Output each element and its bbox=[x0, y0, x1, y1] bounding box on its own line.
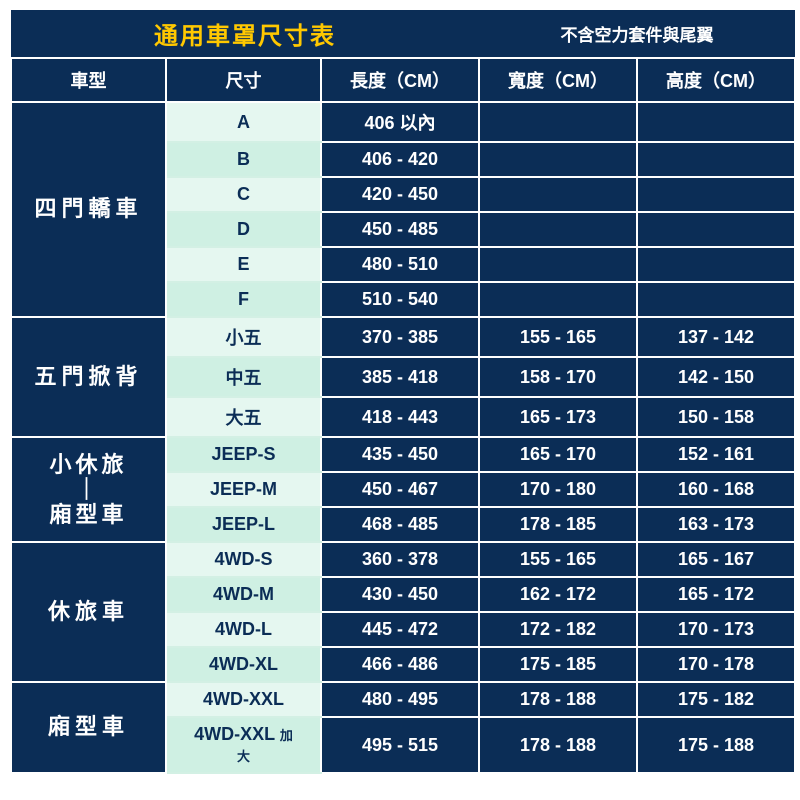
value-cell: 178 - 185 bbox=[479, 507, 637, 542]
value-cell bbox=[637, 102, 795, 142]
value-cell: 165 - 173 bbox=[479, 397, 637, 437]
value-cell bbox=[479, 247, 637, 282]
size-cell: B bbox=[166, 142, 321, 177]
size-cell: JEEP-S bbox=[166, 437, 321, 472]
size-cell: 4WD-XL bbox=[166, 647, 321, 682]
size-cell: C bbox=[166, 177, 321, 212]
table-note: 不含空力套件與尾翼 bbox=[479, 10, 795, 58]
value-cell: 155 - 165 bbox=[479, 317, 637, 357]
value-cell: 175 - 182 bbox=[637, 682, 795, 717]
value-cell bbox=[637, 212, 795, 247]
value-cell: 360 - 378 bbox=[321, 542, 479, 577]
value-cell: 385 - 418 bbox=[321, 357, 479, 397]
value-cell: 150 - 158 bbox=[637, 397, 795, 437]
size-cell: 4WD-XXL 加大 bbox=[166, 717, 321, 773]
size-cell: 4WD-S bbox=[166, 542, 321, 577]
category-cell: 休旅車 bbox=[11, 542, 166, 682]
col-header-2: 長度（CM） bbox=[321, 58, 479, 102]
size-cell: D bbox=[166, 212, 321, 247]
value-cell: 152 - 161 bbox=[637, 437, 795, 472]
value-cell: 163 - 173 bbox=[637, 507, 795, 542]
value-cell: 170 - 180 bbox=[479, 472, 637, 507]
value-cell: 495 - 515 bbox=[321, 717, 479, 773]
value-cell: 175 - 185 bbox=[479, 647, 637, 682]
size-chart: 通用車罩尺寸表 不含空力套件與尾翼車型尺寸長度（CM）寬度（CM）高度（CM） 四門… bbox=[0, 0, 800, 800]
size-cell: 大五 bbox=[166, 397, 321, 437]
table-title: 通用車罩尺寸表 bbox=[154, 23, 336, 50]
col-header-1: 尺寸 bbox=[166, 58, 321, 102]
value-cell: 450 - 467 bbox=[321, 472, 479, 507]
size-cell: 4WD-M bbox=[166, 577, 321, 612]
value-cell: 435 - 450 bbox=[321, 437, 479, 472]
value-cell: 162 - 172 bbox=[479, 577, 637, 612]
col-header-3: 寬度（CM） bbox=[479, 58, 637, 102]
value-cell: 178 - 188 bbox=[479, 717, 637, 773]
value-cell: 480 - 510 bbox=[321, 247, 479, 282]
size-cell: 4WD-L bbox=[166, 612, 321, 647]
value-cell: 170 - 178 bbox=[637, 647, 795, 682]
value-cell: 142 - 150 bbox=[637, 357, 795, 397]
value-cell: 178 - 188 bbox=[479, 682, 637, 717]
category-cell: 廂型車 bbox=[11, 682, 166, 773]
value-cell: 450 - 485 bbox=[321, 212, 479, 247]
value-cell: 165 - 170 bbox=[479, 437, 637, 472]
value-cell bbox=[637, 177, 795, 212]
value-cell: 468 - 485 bbox=[321, 507, 479, 542]
value-cell: 445 - 472 bbox=[321, 612, 479, 647]
value-cell bbox=[479, 212, 637, 247]
value-cell: 466 - 486 bbox=[321, 647, 479, 682]
size-cell: 小五 bbox=[166, 317, 321, 357]
value-cell: 480 - 495 bbox=[321, 682, 479, 717]
value-cell: 406 以內 bbox=[321, 102, 479, 142]
value-cell bbox=[479, 102, 637, 142]
size-cell: 中五 bbox=[166, 357, 321, 397]
size-table: 通用車罩尺寸表 不含空力套件與尾翼車型尺寸長度（CM）寬度（CM）高度（CM） 四門… bbox=[10, 10, 796, 774]
value-cell bbox=[479, 282, 637, 317]
value-cell: 165 - 167 bbox=[637, 542, 795, 577]
value-cell: 406 - 420 bbox=[321, 142, 479, 177]
size-cell: E bbox=[166, 247, 321, 282]
category-cell: 小休旅｜廂型車 bbox=[11, 437, 166, 542]
value-cell: 160 - 168 bbox=[637, 472, 795, 507]
value-cell: 172 - 182 bbox=[479, 612, 637, 647]
value-cell bbox=[637, 247, 795, 282]
col-header-0: 車型 bbox=[11, 58, 166, 102]
value-cell: 418 - 443 bbox=[321, 397, 479, 437]
category-cell: 四門轎車 bbox=[11, 102, 166, 317]
value-cell: 430 - 450 bbox=[321, 577, 479, 612]
value-cell: 175 - 188 bbox=[637, 717, 795, 773]
size-cell: F bbox=[166, 282, 321, 317]
value-cell bbox=[637, 282, 795, 317]
value-cell bbox=[637, 142, 795, 177]
value-cell: 510 - 540 bbox=[321, 282, 479, 317]
value-cell: 137 - 142 bbox=[637, 317, 795, 357]
value-cell: 158 - 170 bbox=[479, 357, 637, 397]
size-cell: A bbox=[166, 102, 321, 142]
value-cell bbox=[479, 142, 637, 177]
value-cell: 165 - 172 bbox=[637, 577, 795, 612]
value-cell: 370 - 385 bbox=[321, 317, 479, 357]
size-cell: JEEP-L bbox=[166, 507, 321, 542]
value-cell: 420 - 450 bbox=[321, 177, 479, 212]
size-cell: JEEP-M bbox=[166, 472, 321, 507]
col-header-4: 高度（CM） bbox=[637, 58, 795, 102]
size-cell: 4WD-XXL bbox=[166, 682, 321, 717]
value-cell: 155 - 165 bbox=[479, 542, 637, 577]
value-cell: 170 - 173 bbox=[637, 612, 795, 647]
category-cell: 五門掀背 bbox=[11, 317, 166, 437]
value-cell bbox=[479, 177, 637, 212]
